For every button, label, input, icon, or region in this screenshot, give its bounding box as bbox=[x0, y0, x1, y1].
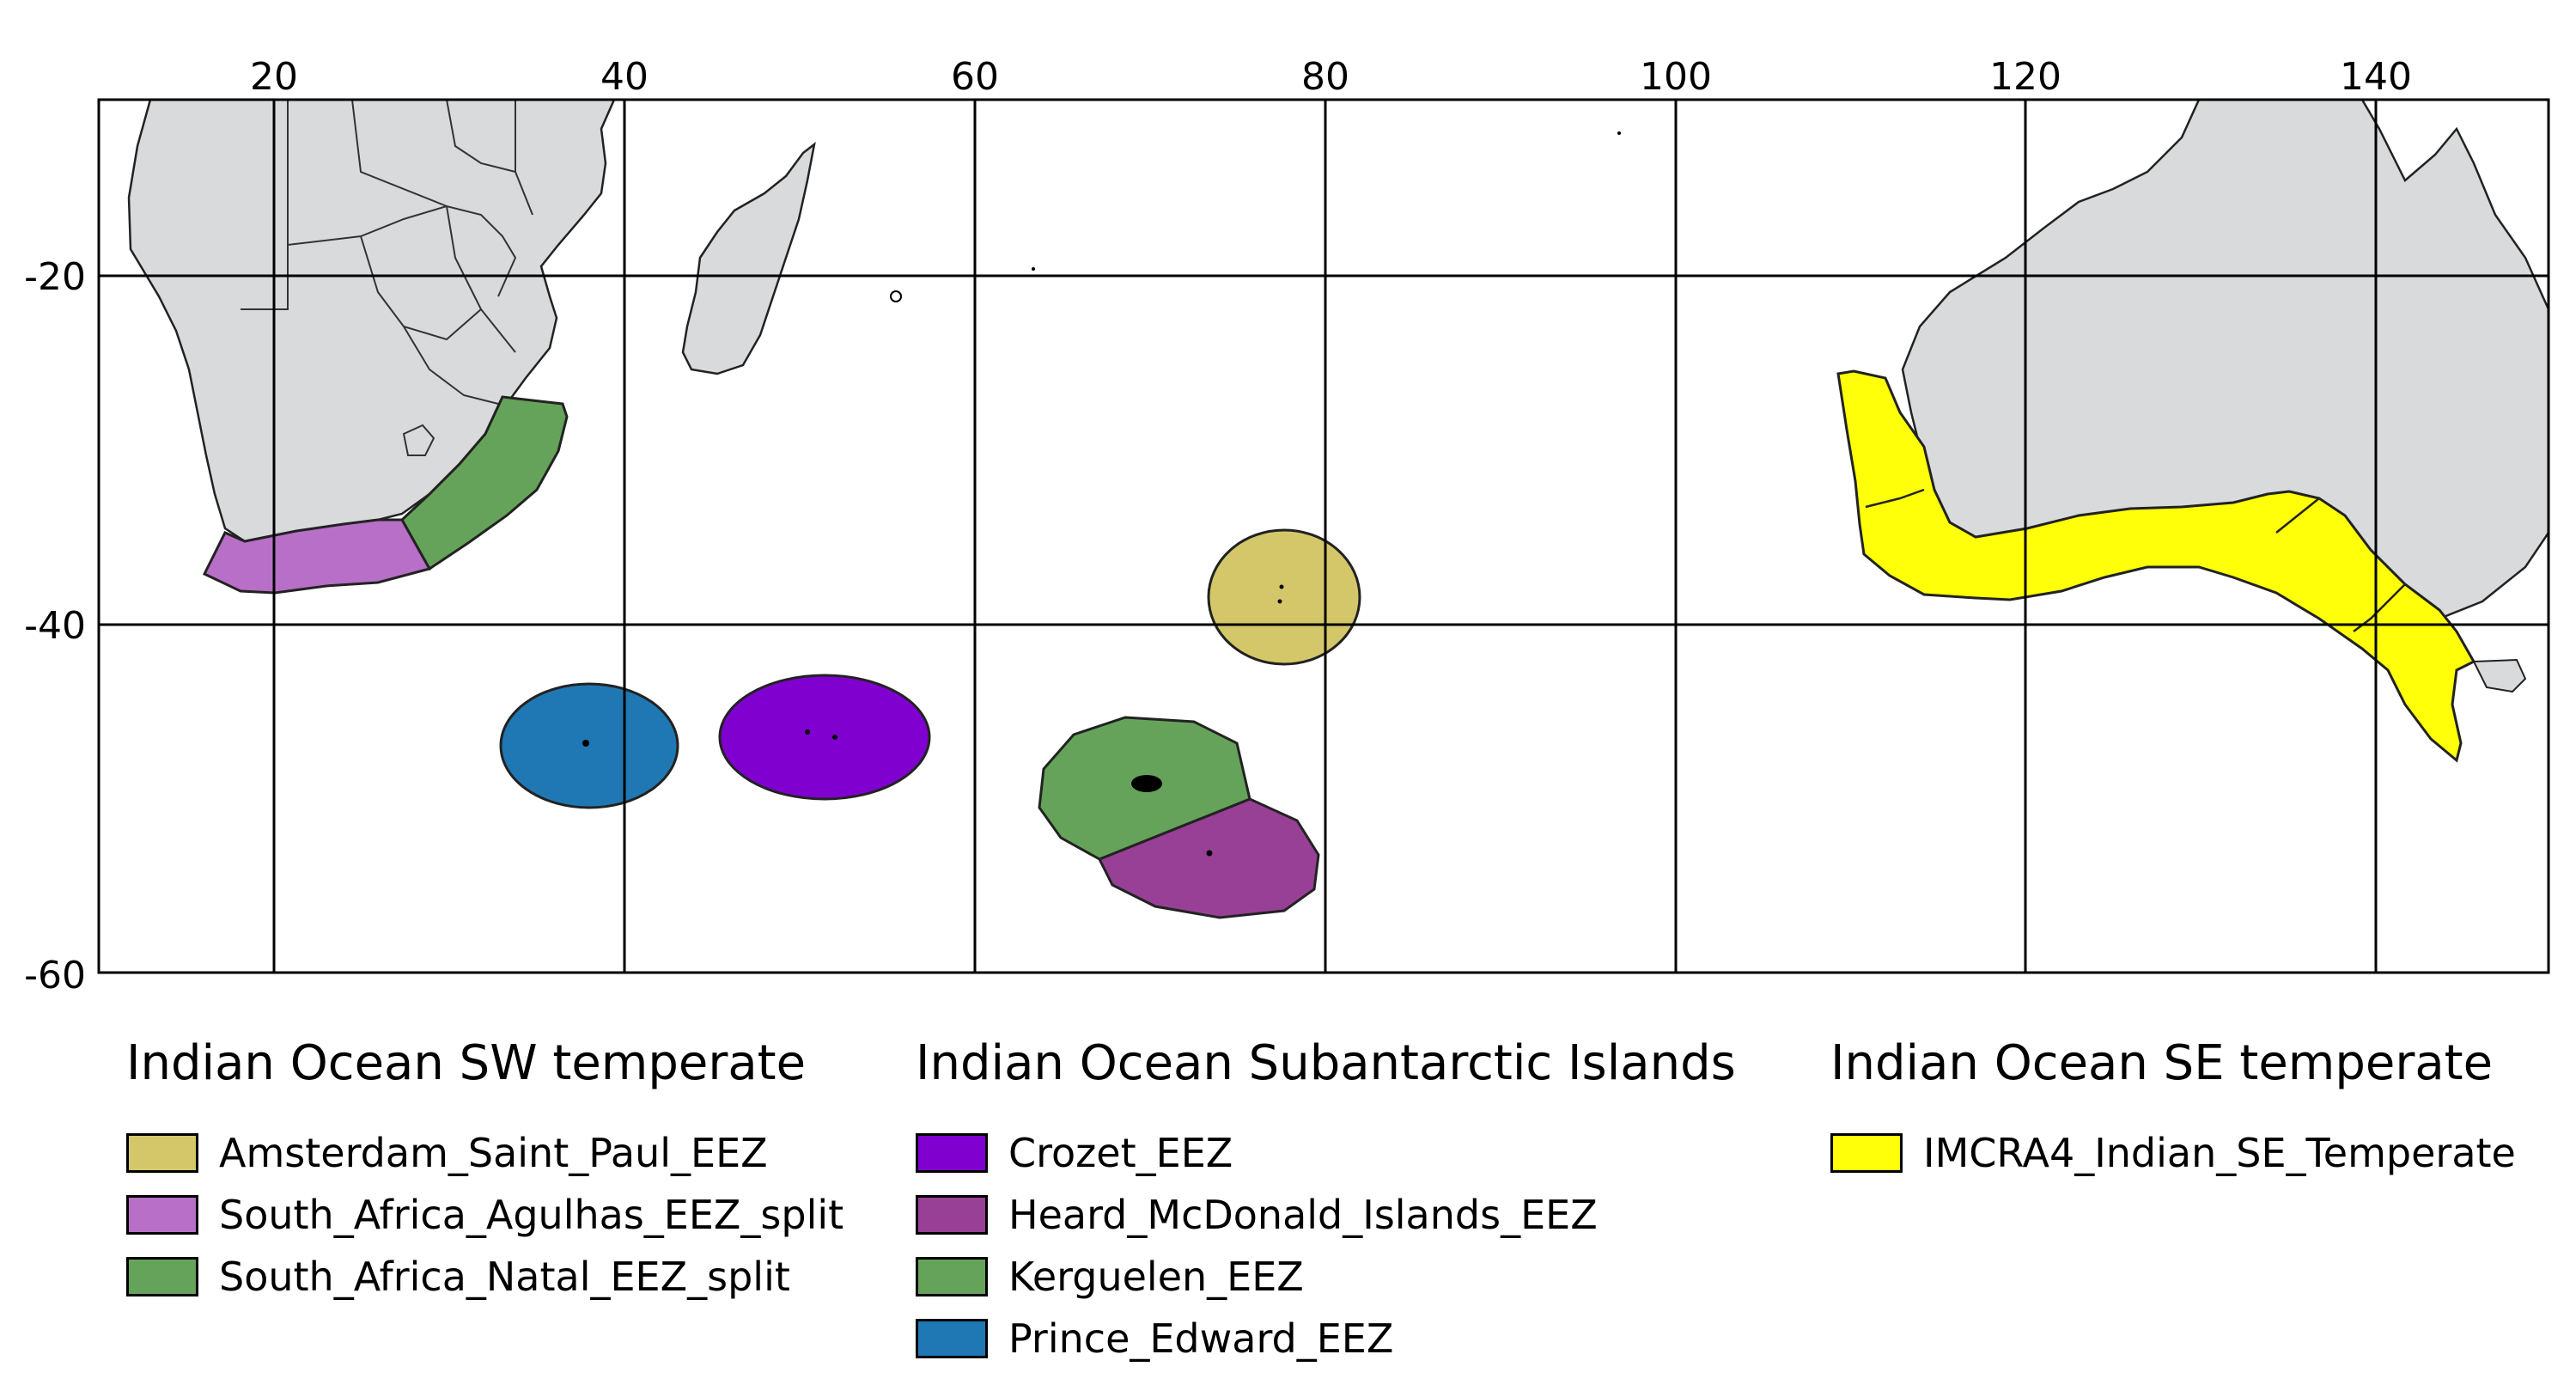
legend-swatch bbox=[916, 1257, 988, 1296]
legend-label: Kerguelen_EEZ bbox=[1008, 1254, 1304, 1300]
legend-label: South_Africa_Natal_EEZ_split bbox=[219, 1254, 790, 1300]
x-tick-label: 20 bbox=[250, 55, 298, 99]
legend-label: South_Africa_Agulhas_EEZ_split bbox=[219, 1192, 844, 1238]
map-frame bbox=[97, 98, 2550, 974]
amsterdam-saint-paul-eez-region bbox=[1207, 528, 1361, 666]
africa-borders bbox=[241, 100, 533, 405]
x-tick-label: 140 bbox=[2340, 55, 2412, 99]
y-tick-label: -60 bbox=[24, 954, 86, 997]
legend-item: Heard_McDonald_Islands_EEZ bbox=[916, 1184, 1736, 1246]
prince-edward-eez-region bbox=[499, 682, 679, 809]
legend-label: Prince_Edward_EEZ bbox=[1008, 1315, 1394, 1362]
x-tick-label: 120 bbox=[1989, 55, 2061, 99]
legend-swatch bbox=[126, 1133, 198, 1173]
heard-mcdonald-eez-region bbox=[1097, 797, 1320, 919]
agulhas-eez-region bbox=[202, 518, 432, 595]
legend-title: Indian Ocean SE temperate bbox=[1830, 1035, 2494, 1091]
crozet-eez-region bbox=[718, 674, 931, 801]
x-tick-label: 40 bbox=[600, 55, 649, 99]
legend-se-temperate: Indian Ocean SE temperate IMCRA4_Indian_… bbox=[1830, 1035, 2516, 1184]
legend-label: Crozet_EEZ bbox=[1008, 1130, 1233, 1176]
legend-swatch bbox=[916, 1195, 988, 1235]
tasmania-landmass bbox=[2472, 658, 2527, 693]
legend-item: Amsterdam_Saint_Paul_EEZ bbox=[126, 1122, 843, 1184]
graticule bbox=[99, 100, 2549, 973]
imcra-internal-boundaries bbox=[1865, 488, 2406, 632]
island-marks bbox=[582, 131, 1621, 857]
legend-subantarctic: Indian Ocean Subantarctic Islands Crozet… bbox=[916, 1035, 1736, 1370]
y-axis-ticks: -20 -40 -60 bbox=[24, 255, 86, 997]
legend-swatch bbox=[1830, 1133, 1903, 1173]
imcra-se-temperate-region bbox=[1836, 369, 2476, 763]
legend-item: Prince_Edward_EEZ bbox=[916, 1308, 1736, 1370]
africa-landmass bbox=[127, 100, 616, 543]
legend-item: Kerguelen_EEZ bbox=[916, 1246, 1736, 1308]
legend-label: Heard_McDonald_Islands_EEZ bbox=[1008, 1192, 1598, 1238]
legend-swatch bbox=[126, 1257, 198, 1296]
legend-item: IMCRA4_Indian_SE_Temperate bbox=[1830, 1122, 2516, 1184]
legend-label: IMCRA4_Indian_SE_Temperate bbox=[1923, 1130, 2516, 1176]
natal-eez-region bbox=[400, 395, 569, 571]
legend-item: Crozet_EEZ bbox=[916, 1122, 1736, 1184]
legend-item: South_Africa_Agulhas_EEZ_split bbox=[126, 1184, 843, 1246]
legend-title: Indian Ocean Subantarctic Islands bbox=[916, 1035, 1736, 1091]
legend-swatch bbox=[916, 1319, 988, 1358]
y-tick-label: -40 bbox=[24, 604, 86, 648]
x-tick-label: 60 bbox=[951, 55, 999, 99]
legend-sw-temperate: Indian Ocean SW temperate Amsterdam_Sain… bbox=[126, 1035, 843, 1308]
legend-swatch bbox=[916, 1133, 988, 1173]
madagascar-landmass bbox=[681, 142, 816, 375]
legend-title: Indian Ocean SW temperate bbox=[126, 1035, 807, 1091]
legend-item: South_Africa_Natal_EEZ_split bbox=[126, 1246, 843, 1308]
legend-label: Amsterdam_Saint_Paul_EEZ bbox=[219, 1130, 768, 1176]
lesotho-border bbox=[402, 424, 435, 456]
x-tick-label: 80 bbox=[1301, 55, 1349, 99]
legend-swatch bbox=[126, 1195, 198, 1235]
y-tick-label: -20 bbox=[24, 255, 86, 299]
x-tick-label: 100 bbox=[1640, 55, 1712, 99]
x-axis-ticks: 20 40 60 80 100 120 140 bbox=[250, 55, 2412, 99]
